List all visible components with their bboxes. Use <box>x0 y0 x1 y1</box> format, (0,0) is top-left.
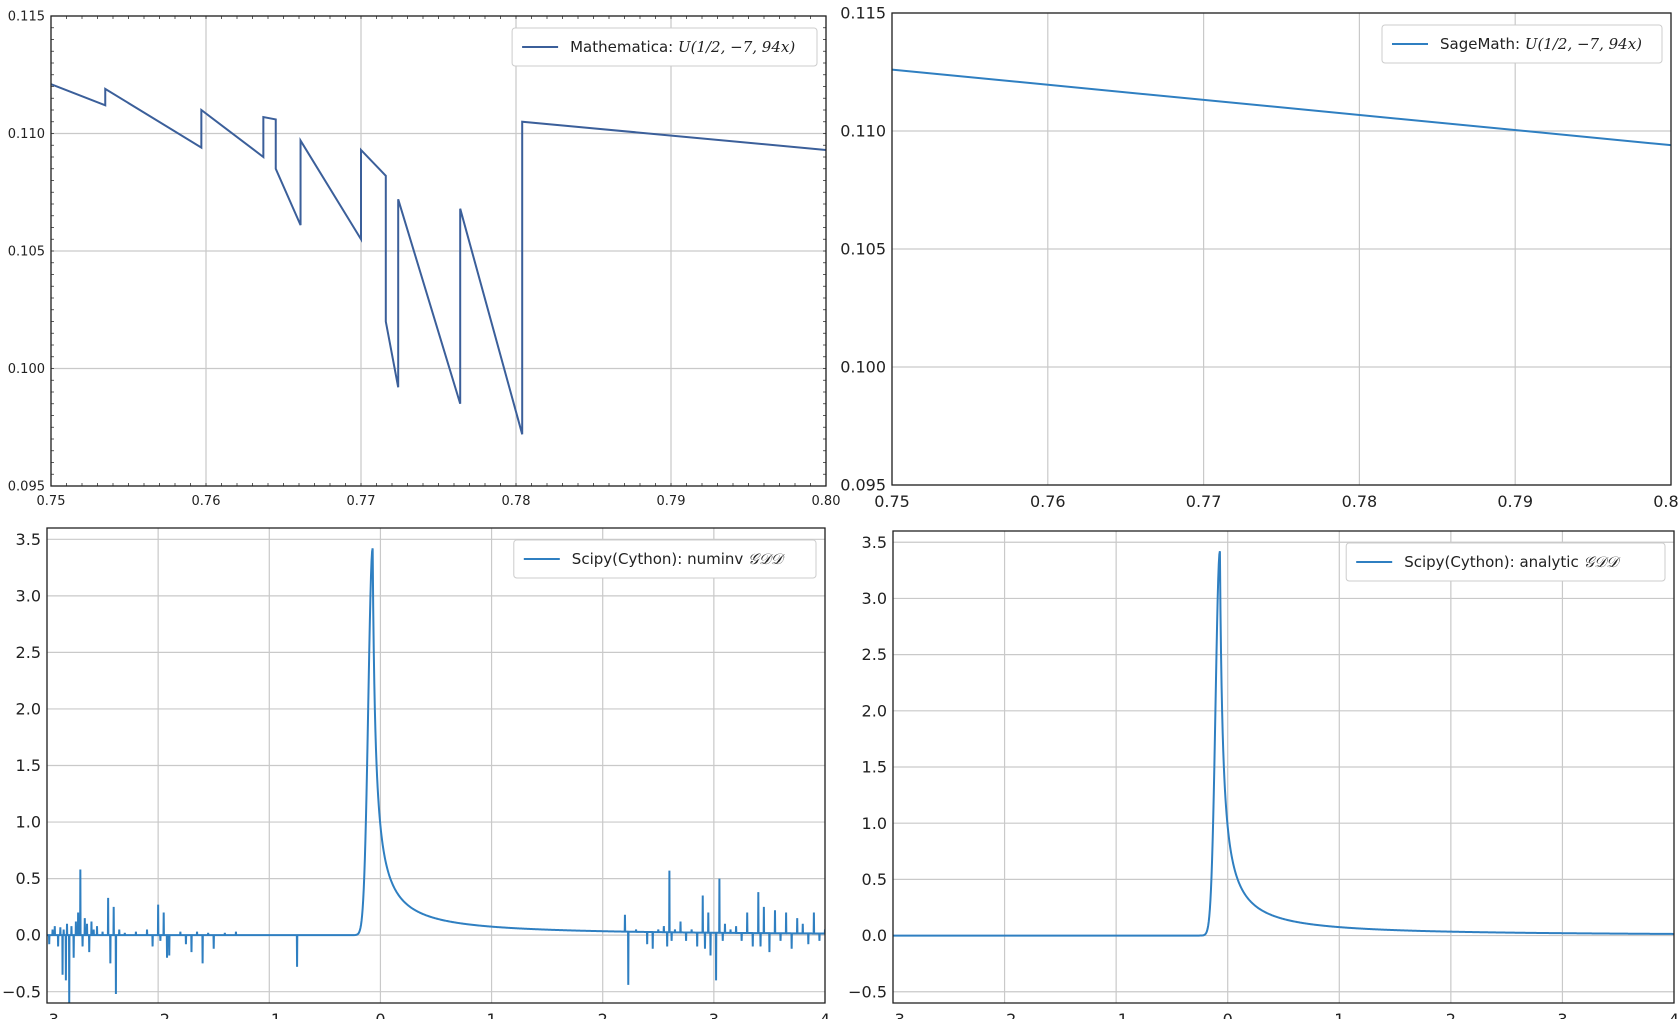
legend-box <box>511 27 818 67</box>
x-tick-label: 0.75 <box>874 492 910 511</box>
x-tick-label: 2 <box>598 1010 608 1019</box>
axes-frame <box>50 15 827 487</box>
y-tick-label: 0.095 <box>8 480 45 495</box>
series-line <box>51 83 826 435</box>
y-tick-label: 2.5 <box>862 645 887 664</box>
x-tick-label: 1 <box>1334 1010 1344 1019</box>
chart-panel-3: −3 −2 −1 0 1 2 3 4 −0.5 0.0 0.5 1.0 1.5 2.0 2.5 3.0 3.5 S… <box>2 527 830 1019</box>
chart-panel-4: −3 −2 −1 0 1 2 3 4 −0.5 0.0 0.5 1.0 1.5 2.0 2.5 3.0 3.5 S… <box>848 530 1678 1019</box>
y-tick-label: 2.0 <box>16 700 41 719</box>
y-tick-label: 3.5 <box>862 533 887 552</box>
y-tick-label: 0.5 <box>16 869 41 888</box>
x-tick-label: −3 <box>35 1010 59 1019</box>
legend-label: Mathematica: U(1/2, −7, 94x) <box>570 38 795 56</box>
y-tick-label: 3.0 <box>862 589 887 608</box>
series-line <box>47 548 825 1003</box>
x-tick-label: 0.76 <box>192 494 221 509</box>
y-tick-label: 1.0 <box>16 813 41 832</box>
legend-box <box>1381 24 1663 64</box>
legend-label: Scipy(Cython): analytic 𝒢𝒟𝒟 <box>1404 553 1621 571</box>
legend-box <box>1345 542 1666 582</box>
x-tick-label: 3 <box>1557 1010 1567 1019</box>
y-tick-label: 0.110 <box>8 127 45 142</box>
axes-frame <box>46 527 826 1004</box>
x-tick-label: 0.80 <box>812 494 841 509</box>
y-tick-label: 0.0 <box>862 926 887 945</box>
legend-label: SageMath: U(1/2, −7, 94x) <box>1440 35 1642 53</box>
y-tick-label: 2.5 <box>16 643 41 662</box>
y-tick-label: 0.095 <box>840 476 886 495</box>
y-tick-label: 0.100 <box>840 358 886 377</box>
y-tick-label: 1.5 <box>862 758 887 777</box>
legend: SageMath: U(1/2, −7, 94x) <box>1381 24 1663 64</box>
x-tick-label: 0.75 <box>37 494 66 509</box>
y-tick-label: 0.100 <box>8 362 45 377</box>
y-tick-label: 0.105 <box>840 240 886 259</box>
x-tick-label: 0 <box>1223 1010 1233 1019</box>
y-tick-label: 2.0 <box>862 701 887 720</box>
x-tick-label: 0.76 <box>1030 492 1066 511</box>
legend: Mathematica: U(1/2, −7, 94x) <box>511 27 818 67</box>
y-tick-label: −0.5 <box>848 982 887 1001</box>
x-tick-label: −1 <box>257 1010 281 1019</box>
x-tick-label: −3 <box>881 1010 905 1019</box>
y-tick-label: 0.0 <box>16 926 41 945</box>
x-tick-label: 0.77 <box>1186 492 1222 511</box>
y-tick-label: 0.115 <box>8 10 45 25</box>
y-tick-label: 3.0 <box>16 586 41 605</box>
x-tick-label: −2 <box>993 1010 1017 1019</box>
y-tick-label: 0.105 <box>8 245 45 260</box>
x-tick-label: 0.80 <box>1653 492 1678 511</box>
x-tick-label: 0.78 <box>1342 492 1378 511</box>
series-line <box>893 551 1674 937</box>
axes-frame <box>891 12 1672 486</box>
x-tick-label: −2 <box>146 1010 170 1019</box>
x-tick-label: 3 <box>709 1010 719 1019</box>
series-line <box>892 68 1671 147</box>
x-tick-label: 2 <box>1446 1010 1456 1019</box>
y-tick-label: 0.110 <box>840 122 886 141</box>
axes-frame <box>892 530 1675 1004</box>
legend-label: Scipy(Cython): numinv 𝒢𝒟𝒟 <box>572 550 786 568</box>
x-tick-label: 0.77 <box>347 494 376 509</box>
chart-panel-2: 0.75 0.76 0.77 0.78 0.79 0.80 0.095 0.100 0.105 0… <box>840 4 1678 511</box>
legend-box <box>513 539 817 579</box>
x-tick-label: 0.79 <box>1497 492 1533 511</box>
legend: Scipy(Cython): analytic 𝒢𝒟𝒟 <box>1345 542 1666 582</box>
chart-panel-1: 0.75 0.76 0.77 0.78 0.79 0.80 0.095 0.100 0.105 0… <box>8 10 841 509</box>
x-tick-label: 1 <box>486 1010 496 1019</box>
y-tick-label: 0.5 <box>862 870 887 889</box>
y-tick-label: 1.5 <box>16 756 41 775</box>
x-tick-label: 0 <box>375 1010 385 1019</box>
y-tick-label: 1.0 <box>862 814 887 833</box>
x-tick-label: 0.79 <box>657 494 686 509</box>
x-tick-label: 4 <box>820 1010 830 1019</box>
x-tick-label: −1 <box>1104 1010 1128 1019</box>
legend: Scipy(Cython): numinv 𝒢𝒟𝒟 <box>513 539 817 579</box>
x-tick-label: 0.78 <box>502 494 531 509</box>
y-tick-label: −0.5 <box>2 982 41 1001</box>
y-tick-label: 3.5 <box>16 530 41 549</box>
y-tick-label: 0.115 <box>840 4 886 23</box>
x-tick-label: 4 <box>1669 1010 1678 1019</box>
